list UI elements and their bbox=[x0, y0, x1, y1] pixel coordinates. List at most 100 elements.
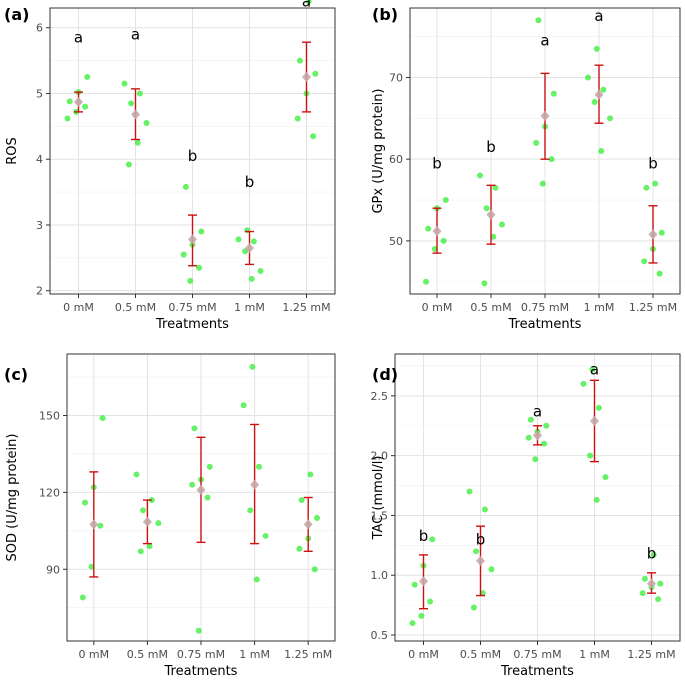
panel-1-data-point bbox=[136, 90, 143, 97]
panel-3-x-tick-label: 0.5 mM bbox=[127, 648, 168, 661]
panel-1-mean-marker bbox=[188, 234, 197, 245]
panel-3-data-point bbox=[79, 594, 86, 601]
panel-1-data-point bbox=[128, 100, 135, 107]
panel-4-data-point bbox=[589, 366, 596, 373]
panel-1-y-tick-label: 6 bbox=[36, 22, 43, 35]
panel-2-x-tick-label: 0 mM bbox=[422, 301, 453, 314]
panel-3-mean-marker bbox=[142, 516, 152, 527]
panel-1-x-tick-label: 1.25 mM bbox=[282, 301, 330, 314]
panel-2-data-point bbox=[440, 237, 447, 244]
panel-3-data-point bbox=[155, 520, 162, 527]
panel-4-data-point bbox=[593, 496, 600, 503]
panel-1-data-point bbox=[182, 183, 189, 190]
panel-2-x-tick-label: 1 mM bbox=[584, 301, 615, 314]
panel-2-x-tick-label: 0.5 mM bbox=[470, 301, 511, 314]
panel-1-sig-letter: b bbox=[245, 173, 255, 191]
panel-2-data-point bbox=[425, 225, 432, 232]
panel-2-data-point bbox=[483, 205, 490, 212]
panel-4-mean-marker bbox=[590, 415, 599, 426]
panel-2-x-axis-title: Treatments bbox=[508, 317, 582, 332]
panel-2-data-point bbox=[652, 180, 659, 187]
panel-2-data-point bbox=[550, 90, 557, 97]
panel-4-data-point bbox=[639, 590, 646, 597]
panel-3-data-point bbox=[253, 576, 260, 583]
panel-4-sig-letter: b bbox=[419, 527, 429, 545]
panel-3-data-point bbox=[296, 545, 303, 552]
panel-4-data-point bbox=[587, 452, 594, 459]
panel-2-data-point bbox=[607, 115, 613, 122]
panel-3-y-tick-label: 150 bbox=[39, 410, 60, 423]
panel-4-y-tick-label: 1.0 bbox=[371, 569, 389, 582]
panel-4-data-point bbox=[543, 422, 550, 429]
panel-4-x-axis-title: Treatments bbox=[500, 664, 574, 679]
panel-2-x-tick-label: 1.25 mM bbox=[629, 301, 677, 314]
panel-4-data-point bbox=[641, 575, 648, 582]
panel-3-y-tick-label: 90 bbox=[46, 563, 60, 576]
panel-3-data-point bbox=[256, 463, 262, 470]
panel-3-panel-letter: (c) bbox=[4, 365, 28, 384]
panel-2-sig-letter: a bbox=[540, 32, 549, 50]
panel-1-y-tick-label: 3 bbox=[36, 219, 43, 232]
panel-2-data-point bbox=[593, 45, 600, 52]
panel-1-data-point bbox=[305, 0, 312, 5]
panel-1-sig-letter: b bbox=[188, 147, 198, 165]
panel-3-data-point bbox=[189, 481, 196, 488]
panel-2-data-point bbox=[598, 148, 605, 154]
panel-1-data-point bbox=[312, 70, 319, 77]
panel-4-x-tick-label: 0.75 mM bbox=[513, 648, 561, 661]
panel-4-sig-letter: a bbox=[533, 402, 542, 420]
panel-1-x-tick-label: 0.5 mM bbox=[115, 301, 156, 314]
panel-2-sig-letter: b bbox=[432, 154, 442, 172]
panel-4-data-point bbox=[479, 590, 486, 597]
panel-1-data-point bbox=[248, 275, 255, 282]
panel-1-sig-letter: a bbox=[131, 25, 140, 43]
panel-4-data-point bbox=[411, 581, 418, 588]
panel-4-data-point bbox=[427, 598, 434, 605]
panel-2-data-point bbox=[591, 98, 598, 105]
panel-4-data-point bbox=[655, 596, 662, 603]
panel-1-mean-marker bbox=[74, 97, 83, 108]
panel-3-data-point bbox=[88, 563, 95, 570]
panel-2-sig-letter: b bbox=[486, 138, 496, 156]
panel-4-y-tick-label: 0.5 bbox=[371, 629, 389, 642]
panel-3-data-point bbox=[82, 499, 88, 506]
panel-4-data-point bbox=[409, 620, 416, 627]
panel-3-x-tick-label: 1 mM bbox=[239, 648, 270, 661]
panel-4-data-point bbox=[580, 380, 587, 387]
panel-1-y-tick-label: 4 bbox=[36, 153, 43, 166]
panel-2-mean-marker bbox=[648, 229, 658, 240]
panel-1-data-point bbox=[125, 161, 132, 168]
panel-4-x-tick-label: 1 mM bbox=[579, 648, 610, 661]
panel-2-mean-marker bbox=[432, 226, 442, 237]
panel-2-data-point bbox=[499, 221, 505, 228]
panel-3-mean-marker bbox=[196, 484, 206, 495]
panel-4-sig-letter: a bbox=[590, 361, 599, 379]
panel-1-data-point bbox=[121, 80, 128, 87]
panel-1-data-point bbox=[64, 115, 71, 122]
panel-4-data-point bbox=[525, 434, 532, 441]
panel-1-data-point bbox=[198, 228, 205, 235]
panel-4-panel-letter: (d) bbox=[372, 365, 398, 384]
panel-4-data-point bbox=[429, 536, 436, 543]
panel-4-sig-letter: b bbox=[647, 545, 657, 563]
panel-4-data-point bbox=[532, 456, 539, 463]
panel-4-data-point bbox=[657, 580, 664, 587]
panel-3-x-tick-label: 0.75 mM bbox=[177, 648, 225, 661]
panel-3-data-point bbox=[249, 363, 256, 370]
panel-3-mean-marker bbox=[303, 519, 313, 530]
panel-3-data-point bbox=[206, 463, 213, 470]
panel-3-data-point bbox=[204, 494, 211, 501]
panel-2-data-point bbox=[477, 172, 483, 179]
panel-2-panel-letter: (b) bbox=[372, 5, 398, 24]
panel-1-data-point bbox=[187, 277, 194, 284]
panel-4-mean-marker bbox=[419, 576, 428, 587]
panel-1-y-axis-title: ROS bbox=[5, 137, 20, 165]
panel-3-data-point bbox=[137, 548, 144, 555]
panel-1-sig-letter: a bbox=[74, 29, 83, 47]
panel-2-sig-letter: a bbox=[594, 7, 603, 25]
panel-3-data-point bbox=[97, 522, 104, 529]
panel-3-data-point bbox=[133, 471, 140, 478]
panel-4-x-tick-label: 0 mM bbox=[408, 648, 439, 661]
panel-3-data-point bbox=[298, 497, 305, 504]
panel-1-x-tick-label: 1 mM bbox=[234, 301, 265, 314]
